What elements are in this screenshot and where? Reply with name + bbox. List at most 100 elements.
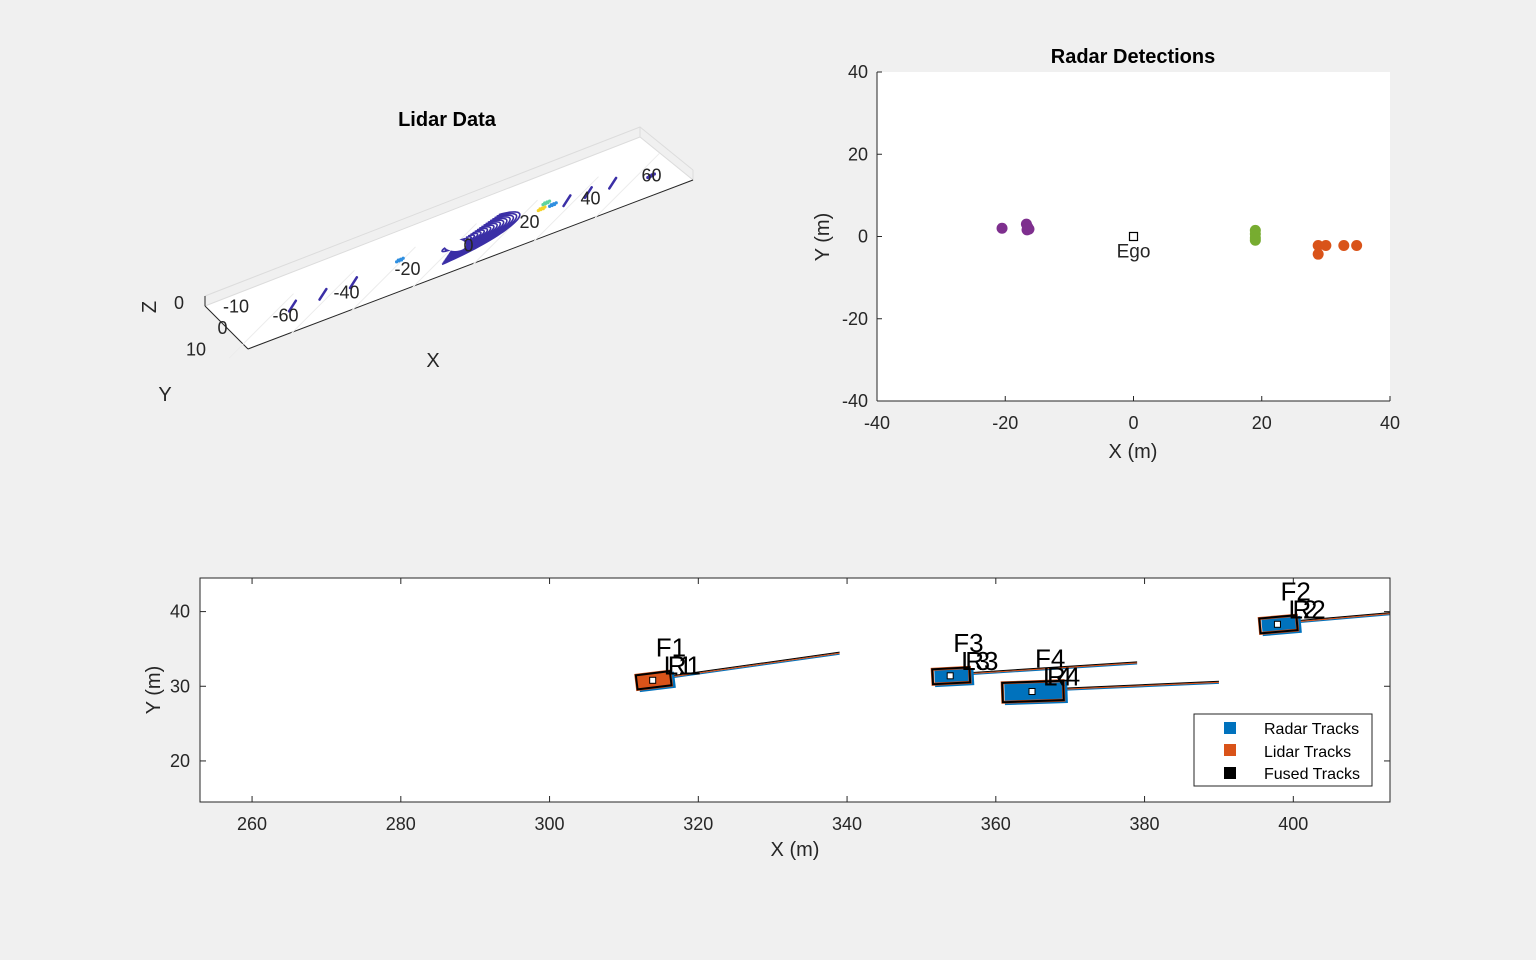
radar-x-tick: -20 <box>992 413 1018 433</box>
radar-x-tick: 20 <box>1252 413 1272 433</box>
lidar-track-history <box>951 662 1138 676</box>
tracks-legend: Radar Tracks Lidar Tracks Fused Tracks <box>1193 713 1373 787</box>
fused-track-box <box>1001 679 1065 704</box>
lidar-y-label: Y <box>158 384 171 406</box>
lidar-ego-gap <box>444 239 466 251</box>
lidar-grid-line <box>228 293 294 359</box>
radar-points <box>996 218 1363 260</box>
track-center-marker <box>649 676 657 684</box>
radar-x-tick: 40 <box>1380 413 1400 433</box>
legend-radar-swatch <box>1224 722 1236 734</box>
lidar-object-point <box>552 202 557 207</box>
lidar-grid-line <box>472 199 538 265</box>
tracks-x-tick: 340 <box>832 814 862 834</box>
lidar-object-point <box>546 201 550 205</box>
lidar-arc <box>583 186 593 200</box>
lidar-grid-line <box>594 152 660 219</box>
lidar-arc <box>287 299 298 313</box>
lidar-points <box>287 172 656 313</box>
fused-track-history <box>951 661 1138 675</box>
radar-detection <box>1338 240 1350 252</box>
lidar-track-label: L2 <box>1288 594 1317 624</box>
tracks-ticks: 260 280 300 320 340 360 380 400 40 30 20 <box>170 578 1390 834</box>
fused-track-box <box>1258 614 1299 635</box>
radar-y-label: Y (m) <box>812 213 834 262</box>
tracks-plot-area <box>200 578 1390 802</box>
track-center-marker <box>1273 620 1281 628</box>
lidar-x-tick: 40 <box>580 189 600 209</box>
lidar-z-tick: 0 <box>174 293 184 313</box>
radar-track-label: R3 <box>965 646 998 676</box>
lidar-object-point <box>394 260 399 264</box>
fused-track-box <box>931 666 972 686</box>
tracks-frame <box>199 577 1391 803</box>
radar-track-box <box>1004 681 1068 706</box>
tracks-x-tick: 380 <box>1130 814 1160 834</box>
tracks-x-tick: 300 <box>535 814 565 834</box>
radar-track-history <box>951 663 1138 677</box>
lidar-object-point <box>541 207 545 211</box>
lidar-x-tick: 0 <box>463 236 473 256</box>
ego-label: Ego <box>1117 242 1151 263</box>
legend-lidar-label: Lidar Tracks <box>1264 744 1351 761</box>
lidar-x-label: X <box>426 350 439 372</box>
radar-ticks: -40 -20 0 20 40 40 20 0 -20 -40 <box>842 62 1400 433</box>
tracks-y-tick: 40 <box>170 602 190 622</box>
tracks-x-tick: 260 <box>237 814 267 834</box>
lidar-track-label: L4 <box>1043 661 1072 691</box>
lidar-object-point <box>548 204 552 209</box>
ego-marker <box>1128 231 1139 242</box>
radar-y-tick: 0 <box>858 227 868 247</box>
lidar-y-axis-line <box>204 305 249 350</box>
tracks-x-tick: 320 <box>683 814 713 834</box>
fused-track-box <box>634 670 673 691</box>
lidar-object-point <box>648 175 652 179</box>
lidar-arc <box>318 287 328 301</box>
lidar-ring <box>441 211 521 266</box>
lidar-object-point <box>646 175 650 180</box>
radar-x-tick: -40 <box>864 413 890 433</box>
lidar-grid-line <box>289 269 355 336</box>
radar-title: Radar Detections <box>1051 46 1216 68</box>
radar-detection <box>996 222 1008 234</box>
lidar-x-tick: -60 <box>272 306 298 326</box>
tracks-x-tick: 360 <box>981 814 1011 834</box>
lidar-object-point <box>397 259 401 263</box>
lidar-track-label: L1 <box>664 650 693 680</box>
fused-track-history <box>653 651 840 679</box>
radar-y-tick: -40 <box>842 391 868 411</box>
lidar-arc <box>608 176 618 190</box>
lidar-x-tick: 60 <box>641 165 661 185</box>
track-center-marker <box>946 672 954 680</box>
radar-detection <box>1249 234 1261 246</box>
legend-fused-label: Fused Tracks <box>1264 766 1360 783</box>
lidar-object-point <box>550 203 554 208</box>
lidar-grid <box>228 152 660 359</box>
radar-detection <box>1320 240 1332 252</box>
track-center-marker <box>1028 687 1036 695</box>
tracks-y-label: Y (m) <box>143 666 165 715</box>
lidar-y-tick: 10 <box>186 339 206 359</box>
tracks-y-tick: 30 <box>170 676 190 696</box>
lidar-grid-line <box>350 246 416 312</box>
lidar-y-tick: 0 <box>217 318 227 338</box>
lidar-object-point <box>536 208 540 213</box>
lidar-x-tick: -20 <box>394 259 420 279</box>
lidar-object-point <box>539 208 543 212</box>
radar-detection <box>1312 240 1324 252</box>
fused-track-label: F1 <box>656 632 686 662</box>
radar-detection <box>1312 248 1324 260</box>
radar-x-tick: 0 <box>1128 413 1138 433</box>
tracks-y-tick: 20 <box>170 751 190 771</box>
lidar-object-point <box>543 202 548 206</box>
lidar-track-history <box>653 652 840 680</box>
tracks-x-tick: 280 <box>386 814 416 834</box>
lidar-x-tick: 20 <box>519 212 539 232</box>
radar-y-tick: 20 <box>848 144 868 164</box>
radar-axes: Radar Detections -40 -20 0 20 40 40 20 0 -20-40 … <box>812 46 1400 463</box>
radar-track-history <box>653 653 840 681</box>
lidar-object-point <box>399 258 404 262</box>
radar-y-tick: -20 <box>842 309 868 329</box>
